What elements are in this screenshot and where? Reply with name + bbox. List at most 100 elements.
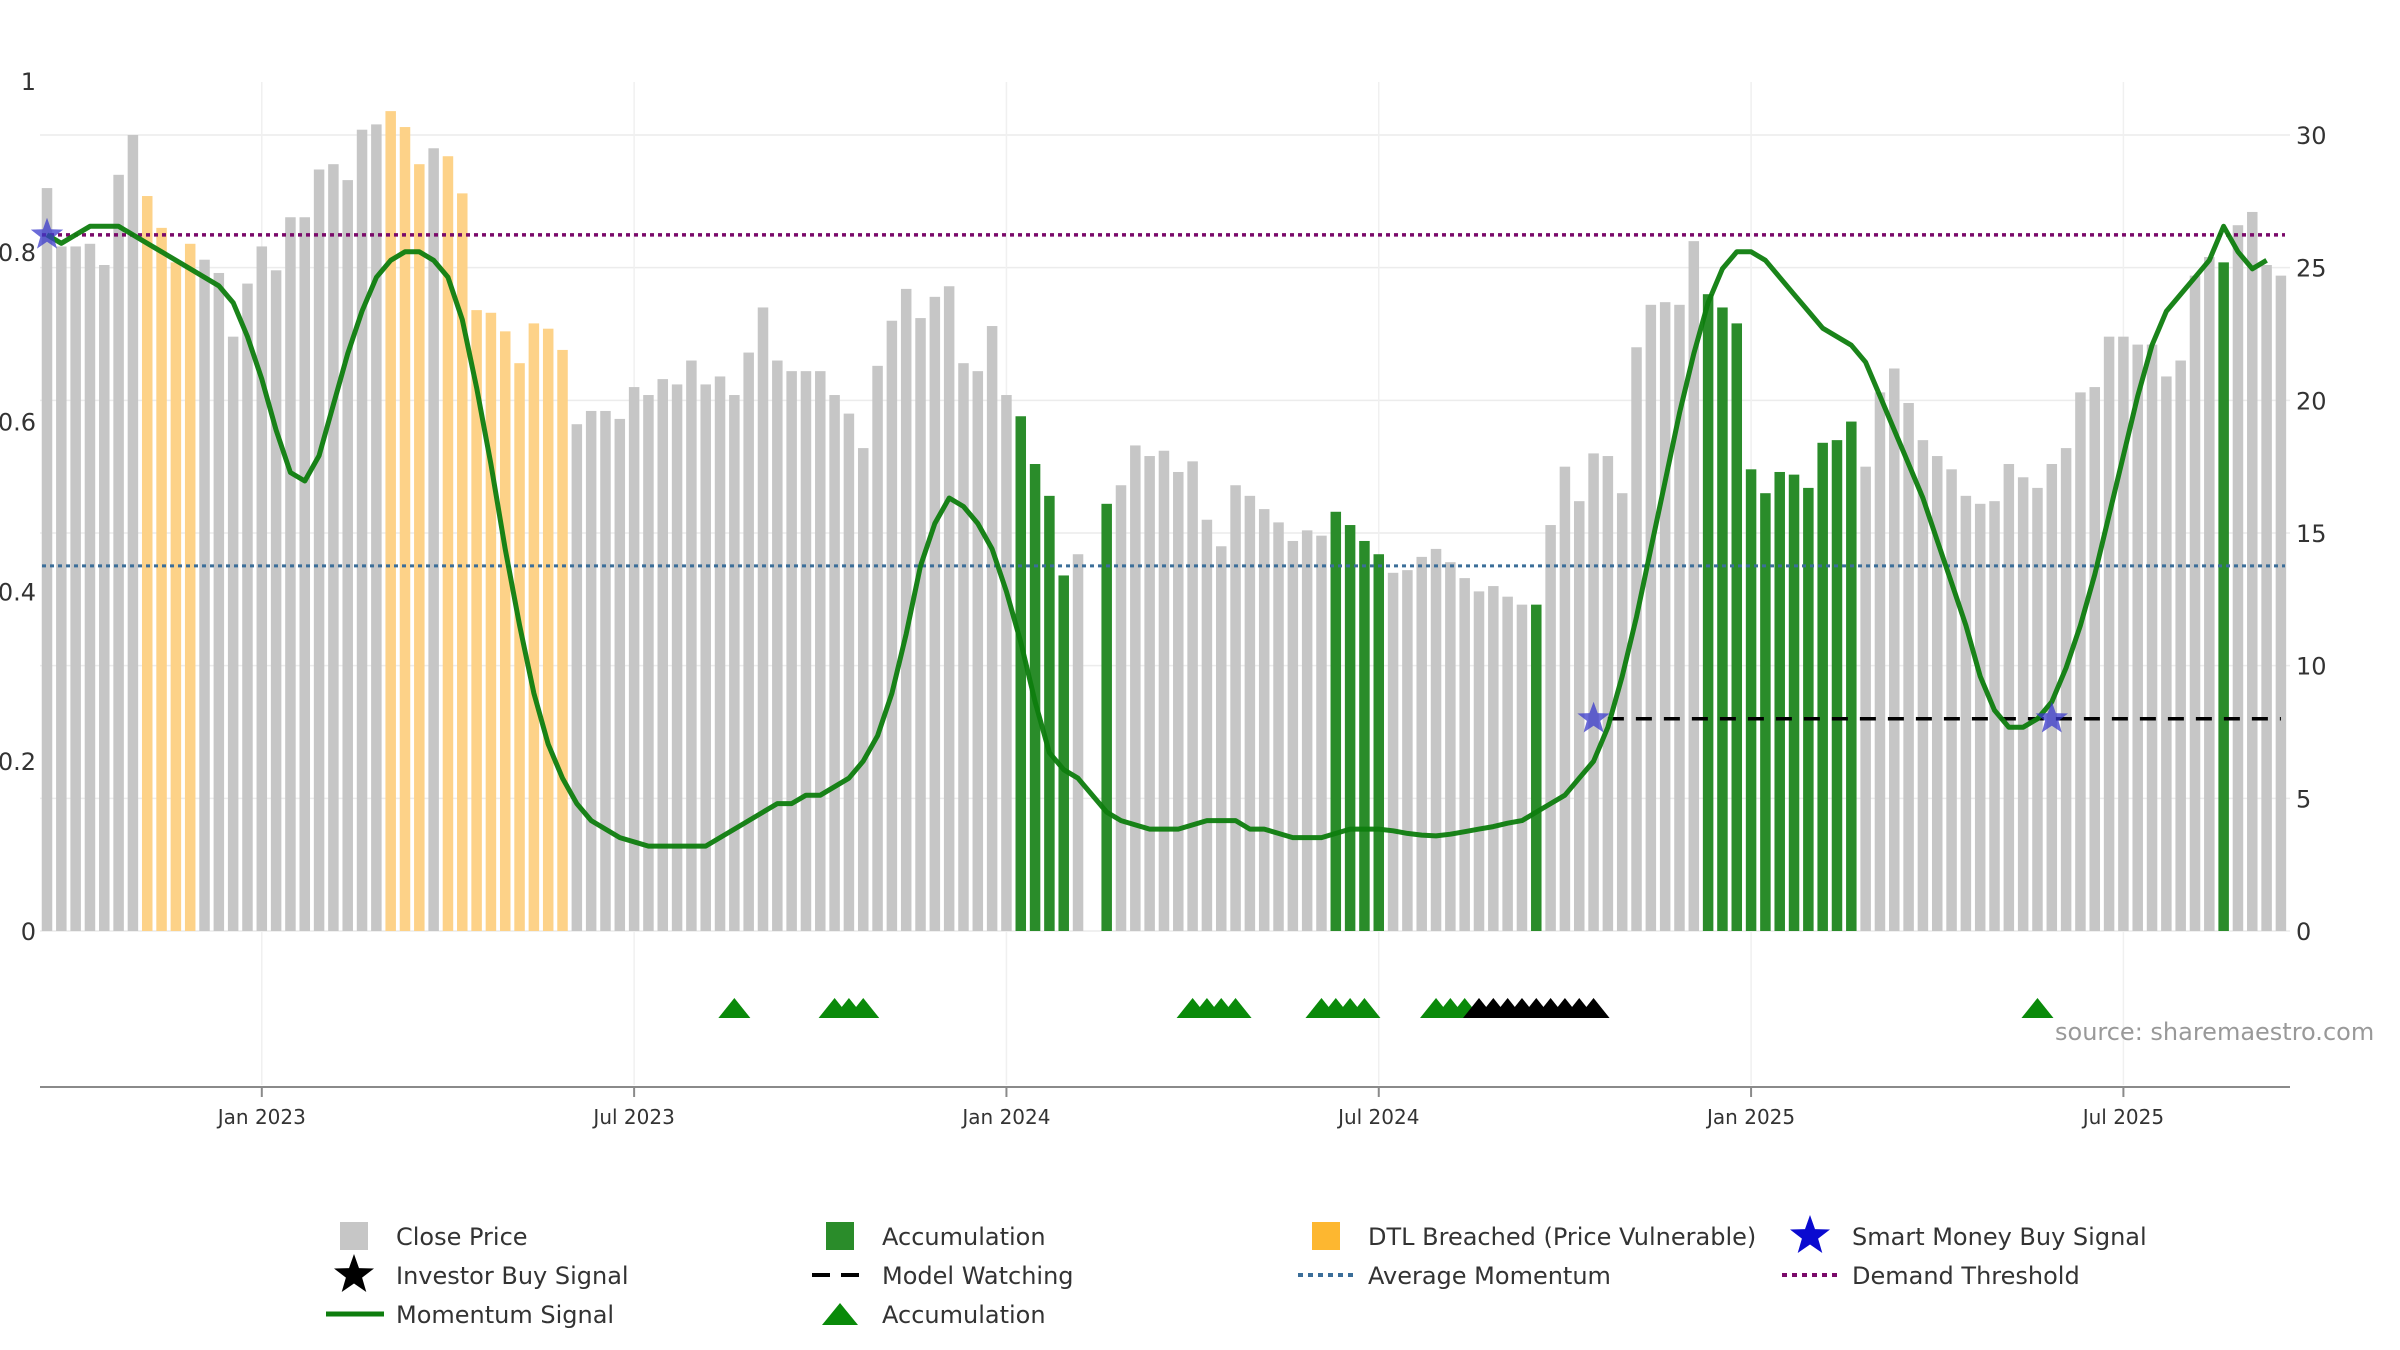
close-price-bar — [843, 413, 855, 932]
close-price-bar — [700, 384, 711, 931]
close-price-bar — [1616, 493, 1628, 931]
legend-investor-buy-signal-label: Investor Buy Signal — [396, 1262, 629, 1290]
close-price-bar — [1173, 471, 1184, 931]
dtl-breached-bar — [170, 262, 182, 931]
close-price-bar — [313, 169, 325, 931]
legend: Close Price Accumulation DTL Breached (Pri… — [326, 1215, 2147, 1329]
close-price-bar — [2017, 477, 2029, 931]
close-price-bar — [628, 387, 640, 932]
x-tick-label: Jan 2024 — [960, 1105, 1050, 1129]
close-price-bar — [1516, 604, 1528, 931]
accumulation-bar — [2218, 262, 2229, 931]
close-price-bar — [2118, 336, 2129, 931]
close-price-bar — [1688, 241, 1700, 932]
close-price-bar — [786, 371, 797, 931]
close-price-bar — [1488, 586, 1499, 931]
close-price-bar — [1989, 501, 2000, 931]
close-price-bar — [915, 318, 926, 932]
close-price-bar — [958, 363, 969, 932]
close-price-bar — [2189, 275, 2201, 931]
dtl-breached-bar — [399, 127, 411, 932]
close-price-bar — [1430, 548, 1442, 931]
accumulation-bar — [1044, 495, 1055, 931]
dtl-breached-bar — [485, 312, 497, 932]
close-price-bar — [872, 365, 883, 932]
accumulation-bar — [1788, 474, 1800, 931]
accumulation-bar — [1831, 440, 1843, 931]
close-price-bar — [671, 384, 683, 931]
close-price-bar — [643, 395, 654, 931]
dtl-breached-bar — [542, 328, 554, 931]
close-price-bar — [1387, 572, 1399, 931]
accumulation-bar — [1330, 511, 1342, 931]
momentum-signal-line — [45, 223, 2268, 849]
close-price-bar — [585, 410, 597, 931]
accumulation-triangle — [2021, 998, 2054, 1018]
close-price-bar — [743, 352, 754, 931]
close-price-bar — [657, 379, 669, 931]
close-price-bar — [2060, 448, 2072, 931]
accumulation-triangle — [847, 998, 880, 1018]
close-price-bar — [714, 376, 726, 931]
dtl-breached-bar — [442, 156, 454, 931]
close-price-bar — [886, 320, 898, 931]
right-tick-label: 15 — [2296, 520, 2327, 548]
accumulation-bar — [1817, 442, 1828, 931]
close-price-bar — [900, 288, 912, 932]
close-price-bar — [1187, 461, 1198, 931]
close-price-bar — [1903, 402, 1914, 931]
close-price-bar — [1287, 540, 1299, 931]
close-price-bar — [2103, 336, 2115, 931]
source-label: source: sharemaestro.com — [2055, 1018, 2374, 1046]
close-price-bar — [2032, 487, 2043, 931]
close-price-bar — [729, 395, 740, 931]
close-price-bar — [227, 336, 239, 931]
legend-accumulation-swatch — [826, 1222, 854, 1250]
accumulation-bar — [1717, 307, 1728, 931]
investor-buy-triangle — [1577, 998, 1610, 1018]
close-price-bar — [70, 246, 81, 931]
close-price-bar — [1502, 596, 1513, 931]
close-price-bar — [2275, 275, 2287, 931]
dtl-breached-bar — [471, 310, 482, 931]
close-price-bar — [1130, 445, 1141, 931]
legend-dtl-breached-price-vulnerable-swatch — [1312, 1222, 1340, 1250]
close-price-bar — [1573, 501, 1585, 931]
close-price-bar — [614, 418, 626, 931]
dtl-breached-bar — [414, 164, 425, 932]
close-price-bar — [857, 448, 869, 931]
close-price-bar — [986, 326, 998, 931]
right-tick-label: 10 — [2296, 653, 2327, 681]
axes: Jan 2023 Jul 2023 Jan 2024 Jul 2024 Jan 2025… — [0, 68, 2327, 1129]
close-price-bar — [1258, 509, 1270, 931]
close-price-bar — [1072, 554, 1084, 931]
dtl-breached-bar — [184, 243, 196, 931]
accumulation-triangle — [718, 998, 751, 1018]
right-tick-label: 0 — [2296, 918, 2311, 946]
legend-model-watching-label: Model Watching — [882, 1262, 1074, 1290]
right-tick-label: 30 — [2296, 122, 2327, 150]
close-price-bar — [829, 395, 840, 931]
legend-accumulation-swatch — [822, 1303, 858, 1325]
legend-close-price-swatch — [340, 1222, 368, 1250]
close-price-bar — [2261, 265, 2272, 932]
close-price-bar — [1545, 525, 1556, 931]
legend-close-price-label: Close Price — [396, 1223, 528, 1251]
left-tick-label: 1 — [21, 68, 36, 96]
signal-lines — [42, 223, 2285, 849]
close-price-bar — [2075, 392, 2086, 932]
x-tick-label: Jan 2025 — [1705, 1105, 1795, 1129]
dtl-breached-bar — [156, 227, 167, 931]
close-price-bar — [815, 371, 826, 931]
x-tick-label: Jul 2023 — [591, 1105, 674, 1129]
accumulation-triangle — [1219, 998, 1252, 1018]
close-price-bar — [242, 283, 253, 931]
close-price-bar — [571, 424, 583, 931]
left-tick-label: 0.6 — [0, 409, 36, 437]
close-price-bar — [1631, 347, 1642, 931]
legend-dtl-breached-price-vulnerable-label: DTL Breached (Price Vulnerable) — [1368, 1223, 1756, 1251]
close-price-bar — [213, 272, 225, 931]
left-tick-label: 0.8 — [0, 239, 36, 267]
dtl-breached-bar — [528, 323, 540, 931]
